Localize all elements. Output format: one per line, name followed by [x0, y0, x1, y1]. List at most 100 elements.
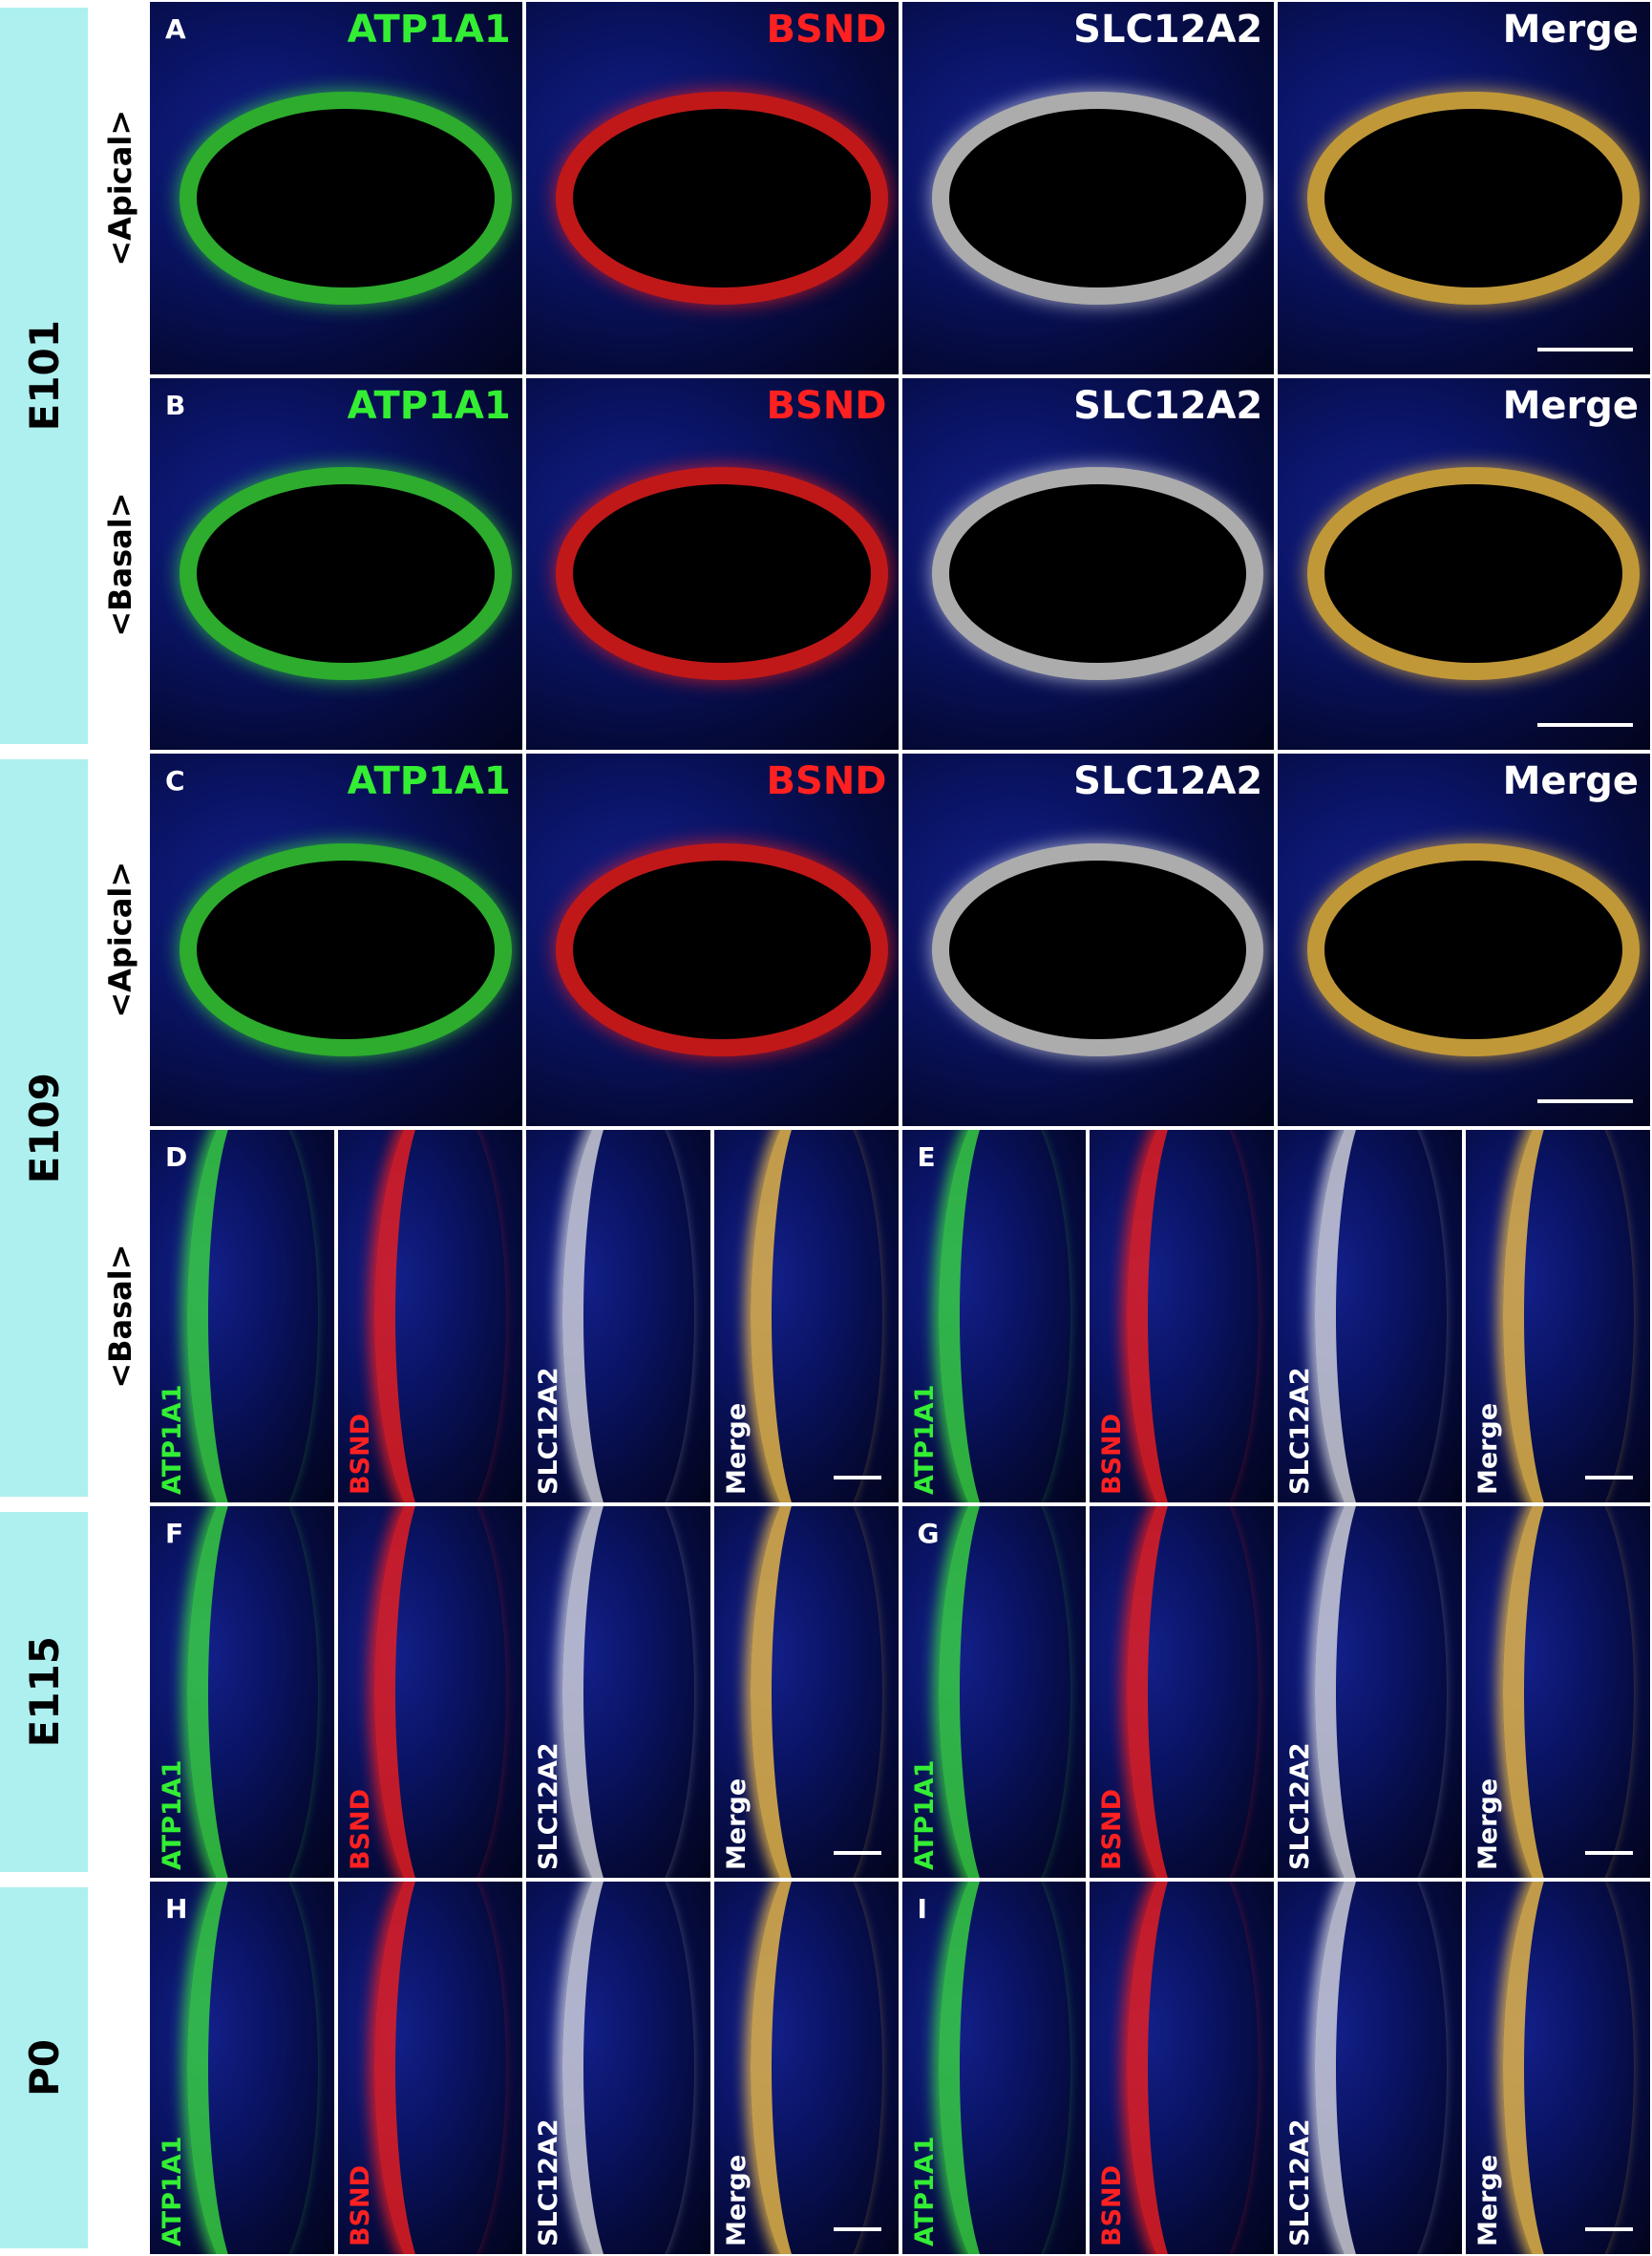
- orientation-label: <Apical>: [102, 109, 138, 266]
- channel-label: ATP1A1: [909, 1759, 940, 1871]
- scale-bar: [1537, 347, 1633, 351]
- channel-label: SLC12A2: [533, 1742, 563, 1871]
- channel-label: BSND: [1097, 1789, 1128, 1871]
- tissue-signal: [186, 1882, 319, 2254]
- panel-letter: A: [165, 13, 186, 45]
- tissue-signal: [1502, 1882, 1635, 2254]
- channel-label: SLC12A2: [1073, 383, 1263, 428]
- scale-bar: [833, 2227, 881, 2231]
- micrograph: [1276, 375, 1652, 753]
- micrograph: [523, 375, 900, 753]
- tissue-signal: [1314, 1129, 1447, 1502]
- channel-label: Merge: [1502, 759, 1639, 804]
- scale-bar: [833, 1475, 881, 1479]
- tissue-signal: [180, 91, 512, 305]
- orientation-label: <Apical>: [102, 862, 138, 1019]
- channel-label: Merge: [1473, 2154, 1504, 2246]
- micrograph: [148, 1880, 336, 2256]
- tissue-signal: [751, 1129, 882, 1502]
- panel-letter: C: [165, 765, 185, 798]
- channel-label: Merge: [721, 1778, 752, 1871]
- tissue-signal: [180, 467, 512, 681]
- channel-label: SLC12A2: [1285, 1742, 1316, 1871]
- tissue-signal: [186, 1129, 319, 1502]
- channel-label: ATP1A1: [909, 2136, 940, 2246]
- channel-label: BSND: [345, 1789, 375, 1871]
- channel-label: SLC12A2: [1073, 8, 1263, 52]
- tissue-signal: [180, 842, 512, 1056]
- micrograph: [335, 1880, 524, 2256]
- channel-label: Merge: [1473, 1402, 1504, 1495]
- micrograph: [1464, 1880, 1652, 2256]
- tissue-signal: [374, 1129, 506, 1502]
- channel-label: Merge: [721, 2154, 752, 2246]
- micrograph: [523, 1128, 712, 1504]
- tissue-signal: [562, 1129, 694, 1502]
- micrograph: [900, 1880, 1089, 2256]
- channel-label: Merge: [1473, 1778, 1504, 1871]
- scale-bar: [1585, 2227, 1633, 2231]
- stage-box: E115: [0, 1511, 88, 1873]
- micrograph: [148, 0, 524, 376]
- channel-label: ATP1A1: [158, 1384, 187, 1495]
- tissue-signal: [555, 842, 888, 1056]
- micrograph: [711, 1128, 900, 1504]
- micrograph: [711, 1880, 900, 2256]
- tissue-signal: [1314, 1882, 1447, 2254]
- micrograph: [1088, 1503, 1277, 1881]
- tissue-signal: [931, 91, 1264, 305]
- micrograph: [1088, 1128, 1277, 1504]
- tissue-signal: [751, 1505, 882, 1879]
- channel-label: BSND: [1097, 1413, 1128, 1495]
- panel-letter: G: [917, 1517, 940, 1549]
- scale-bar: [1537, 723, 1633, 728]
- stage-label: E115: [20, 1636, 68, 1748]
- channel-label: SLC12A2: [1285, 2118, 1316, 2246]
- panel-letter: E: [917, 1141, 936, 1173]
- channel-label: SLC12A2: [1285, 1366, 1316, 1495]
- channel-label: Merge: [1502, 383, 1639, 428]
- channel-label: BSND: [345, 2164, 375, 2246]
- tissue-signal: [186, 1505, 319, 1879]
- tissue-signal: [931, 467, 1264, 681]
- micrograph: [900, 375, 1277, 753]
- micrograph: [1276, 1880, 1465, 2256]
- panel-letter: I: [917, 1893, 927, 1926]
- micrograph: [148, 1128, 336, 1504]
- tissue-signal: [555, 467, 888, 681]
- channel-label: ATP1A1: [158, 1759, 187, 1871]
- tissue-signal: [1126, 1505, 1259, 1879]
- orientation-label: <Basal>: [102, 1244, 138, 1389]
- panel-letter: H: [165, 1893, 188, 1926]
- stage-label: E101: [20, 320, 68, 432]
- channel-label: BSND: [766, 759, 887, 804]
- tissue-signal: [1502, 1129, 1635, 1502]
- tissue-signal: [374, 1505, 506, 1879]
- tissue-signal: [1307, 467, 1641, 681]
- tissue-signal: [1307, 91, 1641, 305]
- channel-label: ATP1A1: [158, 2136, 187, 2246]
- channel-label: BSND: [766, 383, 887, 428]
- micrograph: [148, 375, 524, 753]
- micrograph: [523, 1880, 712, 2256]
- channel-label: SLC12A2: [1073, 759, 1263, 804]
- micrograph: [1276, 1503, 1465, 1881]
- micrograph: [1088, 1880, 1277, 2256]
- channel-label: Merge: [1502, 8, 1639, 52]
- micrograph: [900, 0, 1277, 376]
- tissue-signal: [1314, 1505, 1447, 1879]
- tissue-signal: [751, 1882, 882, 2254]
- tissue-signal: [1126, 1129, 1259, 1502]
- tissue-signal: [939, 1129, 1070, 1502]
- stage-box: E109: [0, 759, 88, 1497]
- micrograph: [711, 1503, 900, 1881]
- panel-letter: F: [165, 1517, 184, 1549]
- micrograph: [335, 1128, 524, 1504]
- scale-bar: [1585, 1851, 1633, 1856]
- channel-label: BSND: [1097, 2164, 1128, 2246]
- channel-label: Merge: [721, 1402, 752, 1495]
- scale-bar: [833, 1851, 881, 1856]
- micrograph: [1276, 752, 1652, 1128]
- tissue-signal: [1307, 842, 1641, 1056]
- micrograph: [900, 1503, 1089, 1881]
